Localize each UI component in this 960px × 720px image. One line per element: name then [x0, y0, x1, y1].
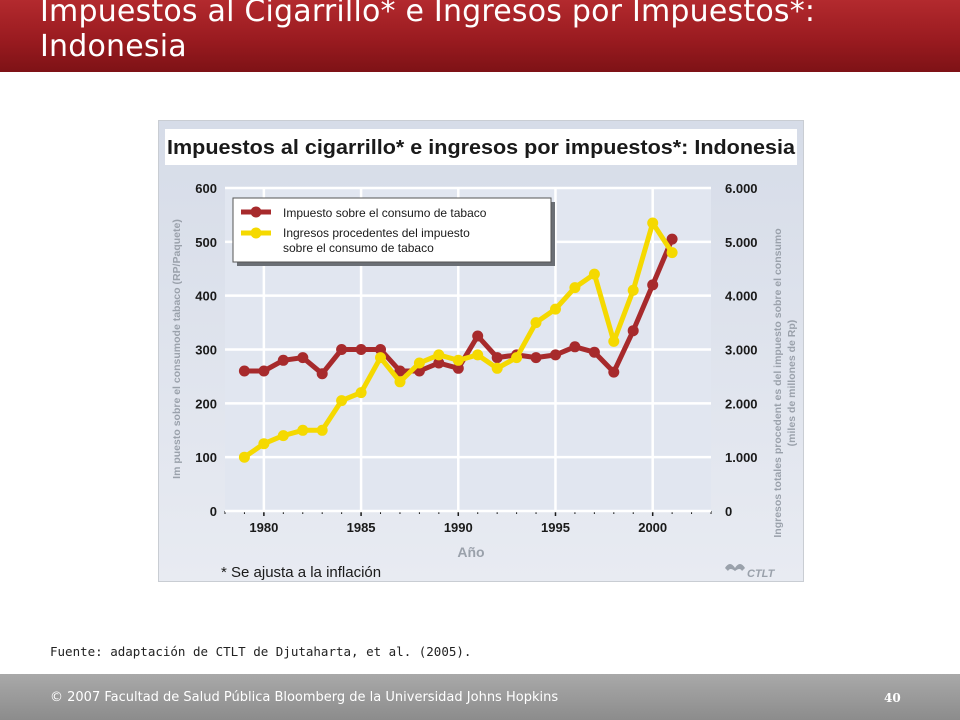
x-tick-label: 1985 — [347, 520, 376, 535]
legend: Impuesto sobre el consumo de tabaco Ingr… — [232, 197, 555, 266]
data-point-revenue — [336, 395, 348, 407]
x-tick-label: 1990 — [444, 520, 473, 535]
data-point-tax — [550, 349, 561, 361]
x-tick-label: 1995 — [541, 520, 570, 535]
data-point-tax — [238, 365, 250, 377]
data-point-revenue — [608, 335, 620, 347]
data-point-tax — [336, 344, 348, 355]
data-point-revenue — [433, 349, 445, 361]
data-point-revenue — [316, 424, 328, 436]
slide-title: Impuestos al Cigarrillo* e Ingresos por … — [40, 0, 816, 64]
y-tick-left-label: 300 — [195, 343, 217, 358]
y-tick-right-label: 3.000 — [725, 343, 758, 358]
y-axis-right-label-line2: (miles de millones de Rp) — [786, 320, 798, 447]
chart-frame: Impuestos al cigarrillo* e ingresos por … — [158, 120, 804, 582]
y-tick-left-label: 200 — [195, 396, 217, 411]
legend-label-revenue-line1: Ingresos procedentes del impuesto — [283, 226, 470, 240]
legend-swatch-tax-marker — [250, 206, 262, 218]
data-point-revenue — [297, 424, 309, 436]
data-point-revenue — [550, 303, 561, 315]
data-point-revenue — [452, 354, 464, 366]
data-point-revenue — [472, 349, 484, 361]
data-point-revenue — [666, 247, 678, 259]
data-point-tax — [647, 279, 659, 291]
y-tick-left-label: 500 — [195, 235, 217, 250]
data-point-tax — [316, 368, 328, 380]
data-point-revenue — [647, 217, 659, 229]
y-tick-right-label: 0 — [725, 504, 732, 519]
footer-copyright: © 2007 Facultad de Salud Pública Bloombe… — [50, 690, 559, 705]
data-point-tax — [666, 233, 678, 245]
data-point-tax — [569, 341, 581, 353]
data-point-revenue — [627, 284, 639, 296]
data-point-revenue — [375, 352, 386, 364]
data-point-tax — [394, 365, 406, 377]
legend-swatch-revenue-marker — [250, 227, 262, 239]
data-point-revenue — [569, 282, 581, 294]
x-tick-label: 2000 — [638, 520, 667, 535]
y-tick-right-label: 4.000 — [725, 289, 758, 304]
ctlt-logo-icon — [725, 564, 745, 571]
x-axis-label: Año — [457, 544, 484, 560]
data-point-revenue — [511, 352, 523, 364]
y-tick-left-label: 600 — [195, 181, 217, 196]
footer-bar: © 2007 Facultad de Salud Pública Bloombe… — [0, 674, 960, 720]
data-point-revenue — [394, 376, 406, 388]
chart-footnote: * Se ajusta a la inflación — [221, 564, 381, 581]
y-tick-left-label: 0 — [210, 504, 217, 519]
data-point-tax — [608, 366, 620, 378]
data-point-tax — [627, 325, 639, 337]
data-point-revenue — [355, 387, 367, 399]
y-tick-right-label: 5.000 — [725, 235, 758, 250]
series-layer — [238, 217, 678, 463]
data-point-revenue — [491, 362, 503, 374]
data-point-tax — [433, 357, 445, 369]
ctlt-logo-text: CTLT — [747, 568, 776, 580]
data-point-revenue — [588, 268, 600, 280]
data-point-tax — [258, 365, 270, 377]
data-point-tax — [355, 344, 367, 355]
data-point-revenue — [238, 451, 250, 463]
y-tick-left-label: 400 — [195, 289, 217, 304]
chart-svg: Impuestos al cigarrillo* e ingresos por … — [159, 121, 803, 581]
data-point-tax — [530, 352, 542, 364]
page-number: 40 — [884, 691, 901, 705]
data-point-tax — [588, 346, 600, 358]
legend-label-revenue-line2: sobre el consumo de tabaco — [283, 241, 434, 255]
legend-box — [232, 197, 552, 263]
title-bar: Impuestos al Cigarrillo* e Ingresos por … — [0, 0, 960, 72]
y-tick-right-label: 2.000 — [725, 396, 758, 411]
y-tick-right-label: 6.000 — [725, 181, 758, 196]
data-point-revenue — [530, 317, 542, 329]
data-point-tax — [472, 330, 484, 342]
axes: 0 100 200 300 400 500 600 0 1.000 2.000 3.000 4.000… — [195, 181, 757, 535]
y-tick-right-label: 1.000 — [725, 450, 758, 465]
ctlt-logo: CTLT — [725, 564, 776, 580]
data-point-revenue — [277, 430, 289, 442]
data-point-tax — [277, 354, 289, 366]
data-point-revenue — [413, 357, 425, 369]
data-point-tax — [375, 344, 386, 355]
y-axis-left-label: Im puesto sobre el consumode tabaco (RP/… — [171, 219, 183, 479]
data-point-revenue — [258, 438, 270, 450]
legend-label-tax: Impuesto sobre el consumo de tabaco — [283, 206, 487, 220]
x-tick-label: 1980 — [249, 520, 278, 535]
data-point-tax — [452, 362, 464, 374]
y-axis-right-label-line1: Ingresos totales procedent es del impues… — [772, 228, 784, 537]
y-tick-left-label: 100 — [195, 450, 217, 465]
chart-title-band — [165, 129, 797, 165]
source-citation: Fuente: adaptación de CTLT de Djutaharta… — [50, 644, 472, 659]
chart-title: Impuestos al cigarrillo* e ingresos por … — [167, 137, 796, 159]
data-point-tax — [297, 352, 309, 364]
data-point-tax — [491, 352, 503, 364]
